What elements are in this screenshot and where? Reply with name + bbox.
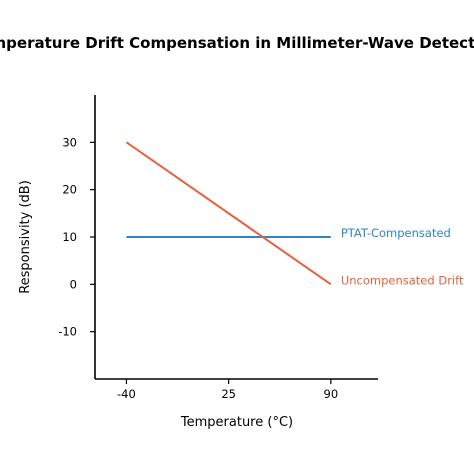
y-tick-label: -10 (58, 325, 77, 339)
x-axis-label: Temperature (°C) (180, 415, 293, 430)
x-tick-group: -40 25 90 (117, 379, 338, 401)
y-tick-label: 10 (62, 230, 77, 244)
series-line-uncompensated-drift (125, 141, 332, 286)
y-tick-label: 30 (62, 135, 77, 149)
x-tick-label: -40 (117, 387, 136, 401)
series-label: PTAT-Compensated (341, 226, 451, 240)
chart-title: Temperature Drift Compensation in Millim… (0, 34, 474, 52)
x-tick-label: 25 (221, 387, 236, 401)
y-axis-label: Responsivity (dB) (18, 180, 33, 294)
y-tick-label: 20 (62, 183, 77, 197)
x-tick-label: 90 (324, 387, 339, 401)
y-tick-label: 0 (70, 277, 77, 291)
series-label: Uncompensated Drift (341, 273, 464, 287)
y-tick-group: 30 20 10 0 -10 (58, 135, 95, 339)
series-group: PTAT-Compensated Uncompensated Drift (125, 141, 464, 287)
